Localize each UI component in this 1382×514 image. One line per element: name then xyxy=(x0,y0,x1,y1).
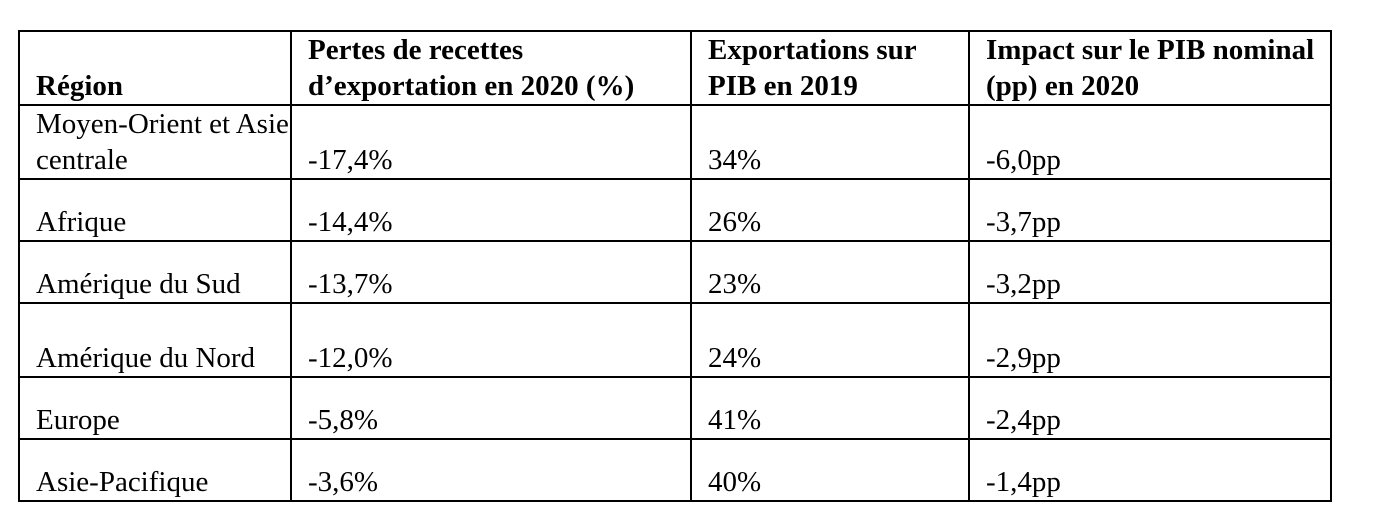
cell-impact: -1,4pp xyxy=(968,438,1332,502)
header-impact: Impact sur le PIB nominal (pp) en 2020 xyxy=(968,30,1332,106)
cell-pertes: -5,8% xyxy=(290,376,692,440)
cell-impact: -3,2pp xyxy=(968,240,1332,304)
table-header-row: Région Pertes de recettes d’exportation … xyxy=(18,30,1332,106)
cell-exportations: 34% xyxy=(690,104,970,180)
table-row: Amérique du Nord -12,0% 24% -2,9pp xyxy=(18,302,1332,378)
cell-impact: -2,9pp xyxy=(968,302,1332,378)
cell-impact: -6,0pp xyxy=(968,104,1332,180)
cell-region: Afrique xyxy=(18,178,292,242)
cell-region: Europe xyxy=(18,376,292,440)
cell-pertes: -14,4% xyxy=(290,178,692,242)
header-region: Région xyxy=(18,30,292,106)
table-row: Asie-Pacifique -3,6% 40% -1,4pp xyxy=(18,438,1332,502)
table-row: Moyen-Orient et Asie centrale -17,4% 34%… xyxy=(18,104,1332,180)
cell-pertes: -12,0% xyxy=(290,302,692,378)
header-pertes: Pertes de recettes d’exportation en 2020… xyxy=(290,30,692,106)
cell-region: Asie-Pacifique xyxy=(18,438,292,502)
cell-region: Amérique du Sud xyxy=(18,240,292,304)
cell-pertes: -3,6% xyxy=(290,438,692,502)
cell-exportations: 23% xyxy=(690,240,970,304)
table-row: Amérique du Sud -13,7% 23% -3,2pp xyxy=(18,240,1332,304)
header-exportations: Exportations sur PIB en 2019 xyxy=(690,30,970,106)
cell-pertes: -13,7% xyxy=(290,240,692,304)
cell-region: Amérique du Nord xyxy=(18,302,292,378)
cell-pertes: -17,4% xyxy=(290,104,692,180)
cell-region: Moyen-Orient et Asie centrale xyxy=(18,104,292,180)
cell-exportations: 26% xyxy=(690,178,970,242)
cell-exportations: 41% xyxy=(690,376,970,440)
cell-exportations: 40% xyxy=(690,438,970,502)
cell-impact: -3,7pp xyxy=(968,178,1332,242)
cell-exportations: 24% xyxy=(690,302,970,378)
export-impact-table: Région Pertes de recettes d’exportation … xyxy=(18,30,1332,502)
table-row: Europe -5,8% 41% -2,4pp xyxy=(18,376,1332,440)
table-row: Afrique -14,4% 26% -3,7pp xyxy=(18,178,1332,242)
cell-impact: -2,4pp xyxy=(968,376,1332,440)
